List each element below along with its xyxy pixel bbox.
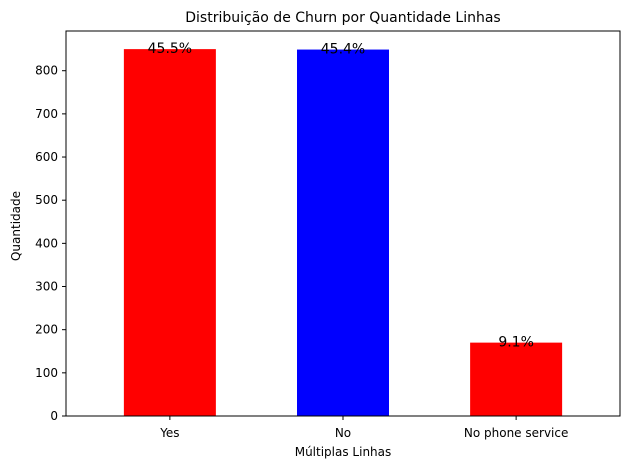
y-tick-label-6: 600 [35, 150, 58, 164]
y-tick-label-3: 300 [35, 280, 58, 294]
bar-2 [470, 342, 563, 416]
y-tick-label-8: 800 [35, 64, 58, 78]
y-axis-label: Quantidade [9, 191, 23, 261]
bar-1 [297, 49, 389, 416]
y-tick-label-2: 200 [35, 323, 58, 337]
x-tick-label-0: Yes [159, 426, 179, 440]
x-axis-label: Múltiplas Linhas [295, 445, 392, 459]
y-tick-label-1: 100 [35, 366, 58, 380]
y-tick-label-0: 0 [50, 409, 58, 423]
y-tick-label-7: 700 [35, 107, 58, 121]
y-tick-label-4: 400 [35, 236, 58, 250]
data-label-0: 45.5% [148, 41, 192, 57]
y-tick-label-5: 500 [35, 193, 58, 207]
x-tick-label-2: No phone service [464, 426, 568, 440]
plot-area: 45.5% Yes 45.4% No 9.1% No phone service 0 100 2… [35, 30, 621, 440]
data-label-2: 9.1% [498, 335, 534, 351]
bar-0 [123, 49, 216, 416]
plot-frame [65, 30, 621, 417]
x-tick-label-1: No [335, 426, 351, 440]
data-label-1: 45.4% [321, 42, 365, 58]
chart-title: Distribuição de Churn por Quantidade Lin… [185, 10, 500, 26]
